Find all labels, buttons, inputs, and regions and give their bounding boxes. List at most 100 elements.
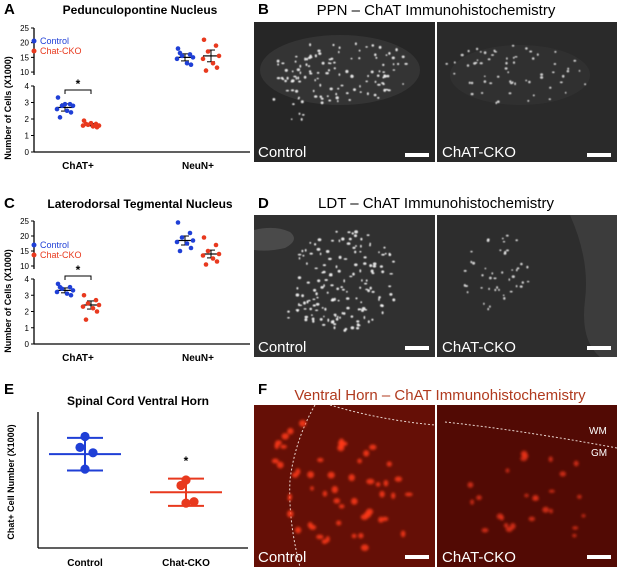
stained-cell — [326, 291, 329, 294]
panel-f: F Ventral Horn – ChAT Immunohistochemist… — [254, 381, 617, 568]
stained-cell — [380, 304, 384, 307]
stained-cell — [369, 244, 371, 247]
micrograph-label-control-d: Control — [258, 339, 306, 356]
stained-cell — [369, 264, 373, 268]
stained-cell — [499, 249, 502, 252]
tissue-glow — [254, 405, 435, 567]
stained-cell — [505, 526, 513, 533]
stained-cell — [281, 433, 289, 440]
data-point — [57, 115, 63, 120]
stained-cell — [383, 74, 386, 78]
chart-title-a: Pedunculopontine Nucleus — [63, 3, 218, 17]
data-point — [80, 304, 86, 309]
stained-cell — [365, 80, 369, 83]
stained-cell — [367, 289, 370, 293]
stained-cell — [301, 294, 304, 298]
stained-cell — [506, 57, 508, 60]
stained-cell — [359, 91, 362, 93]
data-point — [68, 292, 74, 298]
stained-cell — [323, 315, 325, 318]
data-point — [184, 60, 190, 66]
data-point — [213, 43, 219, 48]
stained-cell — [322, 270, 326, 274]
data-point — [96, 302, 102, 308]
stained-cell — [336, 287, 340, 291]
stained-cell — [505, 61, 508, 65]
stained-cell — [385, 54, 388, 56]
y-tick-label: 0 — [25, 340, 30, 349]
stained-cell — [357, 458, 362, 464]
stained-cell — [307, 65, 311, 68]
data-point — [216, 251, 222, 257]
stained-cell — [281, 62, 285, 65]
data-point — [176, 480, 186, 491]
stained-cell — [502, 294, 505, 297]
stained-cell — [351, 232, 354, 235]
stained-cell — [505, 234, 509, 237]
stained-cell — [274, 442, 280, 450]
y-tick-label: 3 — [25, 291, 30, 300]
stained-cell — [397, 62, 400, 66]
stained-cell — [333, 297, 336, 301]
stained-cell — [503, 523, 509, 528]
stained-cell — [363, 315, 366, 320]
stained-cell — [335, 230, 338, 233]
stained-cell — [290, 118, 293, 120]
stained-cell — [496, 286, 499, 289]
stained-cell — [353, 88, 356, 91]
stained-cell — [351, 497, 358, 505]
stained-cell — [333, 67, 336, 70]
stained-cell — [470, 499, 474, 505]
stained-cell — [315, 302, 320, 306]
data-point — [188, 245, 194, 251]
stained-cell — [333, 61, 336, 64]
stained-cell — [460, 53, 464, 57]
stained-cell — [364, 511, 372, 518]
stained-cell — [354, 250, 357, 254]
stained-cell — [584, 83, 587, 86]
stained-cell — [531, 57, 535, 60]
data-point — [175, 46, 181, 51]
stained-cell — [515, 268, 518, 272]
stained-cell — [276, 461, 284, 469]
stained-cell — [520, 450, 528, 457]
stained-cell — [321, 539, 328, 545]
stained-cell — [337, 269, 341, 273]
y-tick-label: 2 — [25, 115, 30, 124]
data-point — [187, 230, 193, 236]
legend-marker — [31, 242, 37, 248]
stained-cell — [310, 486, 314, 491]
stained-cell — [528, 516, 535, 522]
stained-cell — [331, 298, 335, 302]
y-axis-label-e: Chat+ Cell Number (X1000) — [6, 424, 16, 539]
stained-cell — [365, 279, 368, 282]
stained-cell — [466, 291, 469, 294]
stained-cell — [302, 254, 305, 257]
stained-cell — [287, 310, 290, 313]
stained-cell — [383, 480, 389, 487]
stained-cell — [356, 327, 360, 330]
stained-cell — [298, 80, 302, 83]
stained-cell — [548, 456, 553, 463]
stained-cell — [548, 98, 551, 101]
gm-label: GM — [591, 448, 607, 459]
stained-cell — [319, 83, 322, 87]
data-point — [94, 309, 100, 314]
stained-cell — [540, 73, 544, 76]
stained-cell — [342, 312, 346, 315]
stained-cell — [298, 303, 300, 307]
stained-cell — [343, 329, 347, 332]
scale-bar — [405, 346, 429, 350]
stained-cell — [343, 279, 346, 283]
stained-cell — [319, 318, 323, 321]
stained-cell — [328, 62, 330, 65]
stained-cell — [386, 461, 392, 467]
stained-cell — [573, 460, 579, 467]
data-point — [55, 95, 61, 100]
y-axis-label-a: Number of Cells (X1000) — [3, 56, 13, 160]
y-tick-label: 25 — [20, 24, 29, 33]
stained-cell — [402, 83, 404, 85]
stained-cell — [309, 54, 312, 58]
stained-cell — [348, 99, 352, 101]
stained-cell — [315, 309, 319, 312]
